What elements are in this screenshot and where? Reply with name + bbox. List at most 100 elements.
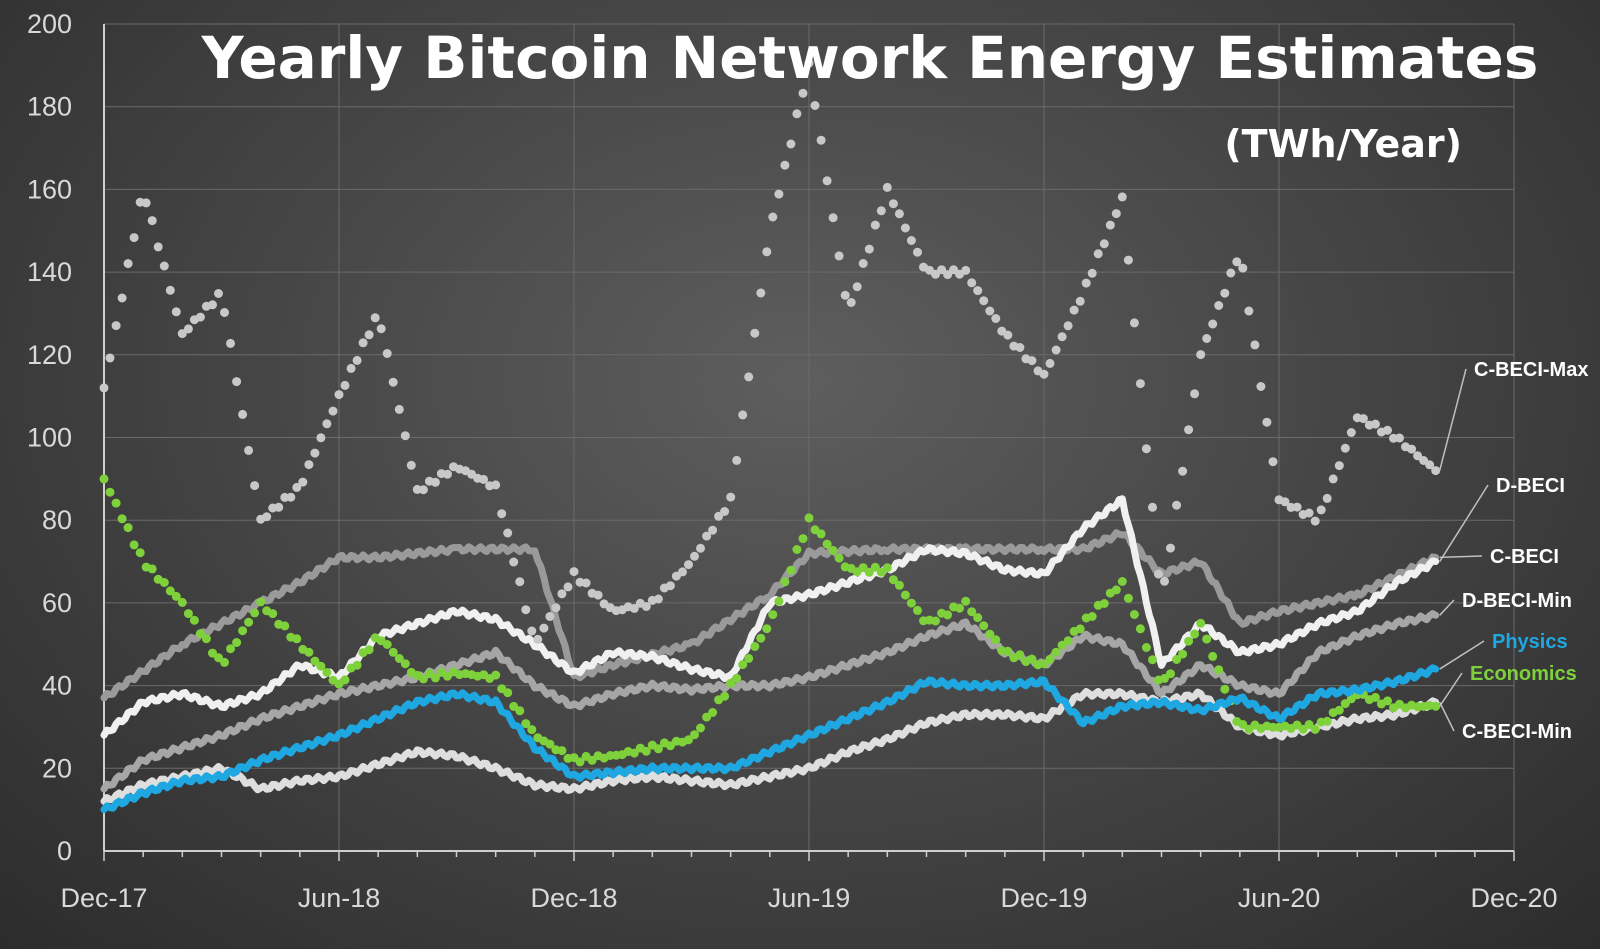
data-point: [985, 629, 995, 639]
data-point: [1166, 543, 1175, 553]
data-point: [244, 617, 254, 627]
data-point: [250, 608, 260, 618]
data-point: [226, 644, 235, 654]
legend-leader-line: [1438, 701, 1455, 732]
data-point: [1117, 192, 1127, 202]
data-point: [690, 551, 699, 561]
data-point: [840, 290, 850, 300]
data-point: [268, 609, 278, 619]
data-point: [780, 160, 790, 170]
data-point: [569, 567, 579, 577]
legend-label: C-BECI-Min: [1462, 721, 1572, 743]
data-point: [563, 582, 573, 592]
data-point: [400, 431, 410, 441]
data-point: [1075, 296, 1085, 306]
legend-label: D-BECI: [1496, 475, 1565, 497]
data-point: [792, 109, 802, 119]
data-point: [852, 282, 862, 292]
data-point: [991, 635, 1001, 645]
data-point: [226, 338, 235, 348]
data-point: [1087, 612, 1097, 621]
data-point: [346, 363, 356, 373]
data-point: [1141, 643, 1151, 652]
data-point: [846, 298, 856, 307]
data-point: [310, 448, 320, 458]
y-tick-label: 40: [42, 671, 72, 701]
data-point: [973, 613, 983, 623]
data-point: [961, 265, 971, 275]
legend-leader-line: [1439, 599, 1455, 616]
data-point: [443, 469, 452, 479]
legend-label: Physics: [1492, 631, 1568, 653]
data-point: [593, 590, 603, 600]
data-point: [183, 609, 193, 619]
data-point: [1226, 268, 1236, 278]
data-point: [1310, 724, 1320, 734]
data-point: [274, 502, 284, 512]
data-point: [780, 577, 790, 587]
data-point: [1208, 651, 1218, 661]
data-point: [768, 212, 778, 222]
data-point: [1238, 720, 1248, 729]
data-point: [1304, 720, 1314, 729]
data-point: [1214, 665, 1224, 675]
data-point: [165, 285, 175, 295]
data-point: [497, 509, 507, 519]
data-point: [286, 492, 296, 502]
data-point: [744, 372, 754, 382]
data-point: [750, 642, 760, 651]
data-point: [1087, 268, 1097, 278]
data-point: [406, 460, 416, 470]
data-point: [418, 485, 428, 495]
data-point: [545, 612, 555, 621]
y-tick-label: 200: [27, 9, 72, 39]
data-point: [762, 624, 772, 634]
y-tick-label: 160: [27, 174, 72, 204]
data-point: [1250, 340, 1260, 350]
data-point: [545, 739, 555, 749]
legend-leader-line: [1439, 484, 1489, 562]
data-point: [726, 678, 736, 688]
data-point: [913, 247, 922, 257]
data-point: [876, 206, 886, 216]
data-point: [798, 88, 808, 98]
y-tick-label: 60: [42, 588, 72, 618]
data-point: [1340, 443, 1350, 453]
data-point: [1123, 255, 1133, 265]
data-point: [744, 653, 754, 663]
data-point: [684, 560, 693, 570]
data-point: [232, 377, 242, 387]
data-point: [1111, 209, 1121, 219]
data-point: [232, 638, 242, 647]
data-point: [804, 58, 814, 68]
series-line: [100, 664, 1440, 814]
data-point: [147, 216, 157, 226]
data-point: [1407, 444, 1417, 454]
data-point: [382, 349, 392, 358]
data-point: [629, 748, 639, 758]
data-point: [1262, 417, 1272, 427]
data-point: [1208, 319, 1218, 329]
x-tick-label: Dec-18: [530, 883, 617, 913]
data-point: [310, 656, 320, 666]
data-point: [159, 578, 169, 587]
data-point: [1105, 220, 1115, 230]
data-point: [129, 233, 139, 243]
data-point: [171, 307, 181, 317]
data-point: [641, 746, 651, 756]
data-point: [894, 580, 904, 590]
data-point: [304, 460, 314, 470]
data-point: [720, 507, 730, 516]
data-point: [1214, 301, 1224, 310]
series-d-beci-min: [100, 610, 1440, 793]
data-point: [1268, 457, 1278, 467]
data-point: [352, 355, 362, 365]
data-point: [906, 598, 916, 608]
data-point: [738, 660, 748, 670]
data-point: [316, 661, 326, 671]
data-point: [1045, 358, 1055, 368]
data-point: [967, 278, 977, 288]
data-point: [376, 324, 386, 334]
series-line: [100, 610, 1440, 793]
data-point: [792, 545, 802, 554]
